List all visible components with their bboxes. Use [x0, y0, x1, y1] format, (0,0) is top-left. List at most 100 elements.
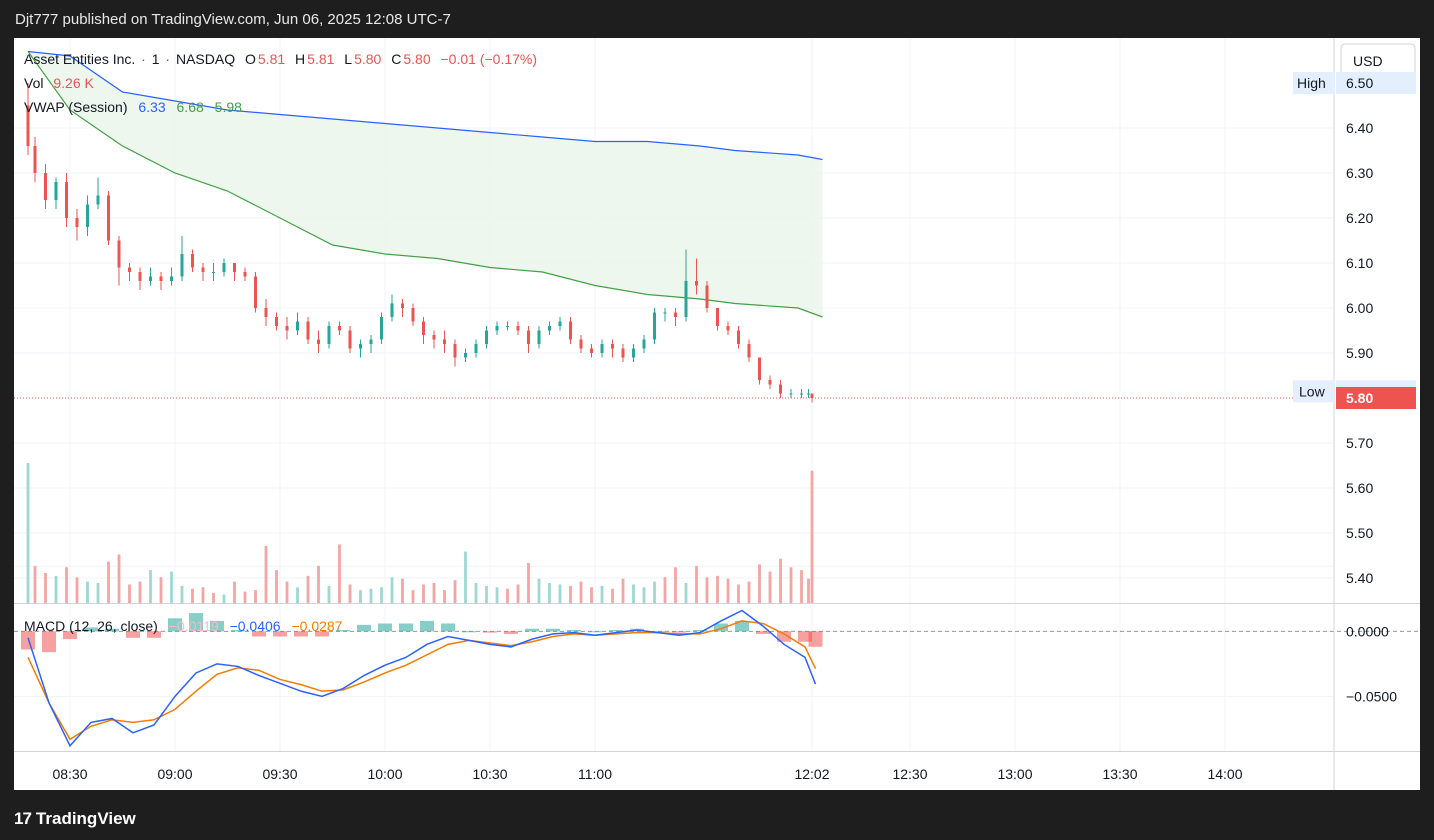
high-value: 5.81 [307, 51, 335, 67]
symbol-exchange: NASDAQ [175, 51, 236, 67]
legend-separator: · [141, 51, 146, 67]
price-tick-label: 6.30 [1346, 165, 1373, 181]
tradingview-logo-icon: 17 [14, 809, 32, 828]
price-tick-label: 5.70 [1346, 435, 1373, 451]
candle-body [264, 308, 268, 317]
candle-body [579, 339, 583, 349]
vwap-legend[interactable]: VWAP (Session) 6.33 6.68 5.98 [24, 99, 244, 115]
price-axis[interactable]: 6.40 6.30 6.20 6.10 6.00 5.90 5.70 5.60 5.50 5.40… [1293, 43, 1416, 704]
time-axis[interactable]: 08:30 09:00 09:30 10:00 10:30 11:00 12:02 12:30… [52, 766, 1242, 782]
symbol-legend[interactable]: Asset Entities Inc. · 1 · NASDAQ O 5.81 H… [24, 51, 539, 67]
macd-hist-value: −0.0119 [168, 618, 219, 634]
macd-legend[interactable]: MACD (12, 26, close) −0.0119 −0.0406 −0.… [24, 618, 344, 634]
footer-bar: 17 TradingView [0, 796, 1434, 840]
volume-bar [44, 573, 47, 603]
candle-body [243, 272, 247, 277]
candle-body [380, 317, 383, 340]
time-tick-label: 13:30 [1102, 766, 1137, 782]
vwap-lower-band-line [27, 51, 823, 318]
volume-bar [747, 581, 751, 603]
low-label: L [344, 51, 353, 67]
time-tick-label: 09:00 [157, 766, 192, 782]
high-label: H [295, 51, 306, 67]
time-tick-label: 10:30 [472, 766, 507, 782]
volume-bar [390, 577, 394, 603]
volume-bar [621, 578, 625, 603]
macd-histogram-bar [105, 628, 119, 632]
candle-body [222, 263, 226, 272]
chart-frame[interactable]: 6.40 6.30 6.20 6.10 6.00 5.90 5.70 5.60 5.50 5.40… [14, 38, 1420, 790]
tradingview-logo[interactable]: 17 TradingView [14, 809, 136, 829]
price-tick-label: 5.60 [1346, 480, 1373, 496]
candle-body [327, 326, 331, 344]
volume-bar [254, 590, 257, 603]
candle-body [716, 308, 719, 326]
candle-body [149, 276, 152, 281]
volume-bar [432, 583, 436, 603]
volume-bar [54, 575, 58, 603]
volume-bar [653, 581, 656, 603]
candle-body [96, 195, 100, 205]
volume-bar [380, 587, 383, 603]
candle-body [464, 353, 467, 358]
macd-histogram-bar [378, 623, 392, 632]
macd-histogram-bar [168, 618, 182, 632]
candle-body [516, 326, 520, 331]
volume-bar [117, 554, 121, 603]
vwap-band-area [27, 50, 823, 318]
candle-body [201, 267, 205, 272]
candle-body [296, 321, 299, 331]
volume-bar [138, 581, 142, 603]
candle-body [537, 330, 541, 344]
candle-body [674, 312, 677, 317]
candle-body [159, 276, 163, 281]
volume-bar [779, 558, 782, 603]
volume-bar [506, 588, 509, 603]
macd-histogram-bar [735, 620, 749, 632]
price-tick-label: 6.10 [1346, 255, 1373, 271]
high-marker-label: High [1297, 75, 1326, 91]
symbol-name[interactable]: Asset Entities Inc. [24, 51, 136, 67]
candle-body [527, 330, 530, 344]
candle-body [800, 393, 803, 395]
candle-body [611, 344, 614, 349]
volume-bar [590, 587, 593, 603]
candle-body [548, 326, 551, 331]
volume-bar [306, 575, 310, 603]
macd-pane[interactable] [14, 609, 1420, 748]
volume-bar [737, 584, 740, 603]
volume-bar [611, 588, 614, 603]
volume-legend[interactable]: Vol 9.26 K [24, 75, 96, 91]
published-header: Djt777 published on TradingView.com, Jun… [0, 0, 1434, 38]
chart-canvas[interactable]: 6.40 6.30 6.20 6.10 6.00 5.90 5.70 5.60 5.50 5.40… [14, 38, 1420, 790]
macd-histogram-bar [504, 631, 518, 634]
volume-bar [558, 584, 562, 603]
volume-bar [807, 578, 810, 603]
macd-histogram-bar [546, 628, 560, 632]
macd-histogram-bar [21, 631, 35, 650]
volume-bar [768, 571, 772, 603]
time-tick-label: 10:00 [367, 766, 402, 782]
candle-body [653, 312, 656, 340]
macd-histogram-bar [714, 623, 728, 632]
candle-body [758, 357, 761, 380]
published-text: Djt777 published on TradingView.com, Jun… [15, 11, 451, 28]
candle-body [590, 348, 593, 353]
candle-body [107, 195, 110, 241]
candle-body [285, 326, 289, 331]
macd-histogram-bar [63, 631, 77, 640]
candles[interactable] [14, 83, 1334, 403]
candle-body [275, 317, 278, 326]
candle-body [768, 380, 772, 385]
candle-body [369, 339, 373, 344]
macd-tick-label: −0.0500 [1346, 688, 1397, 704]
volume-label: Vol [24, 75, 44, 91]
volume-bar [453, 580, 457, 603]
change-value: −0.01 (−0.17%) [440, 51, 538, 67]
volume-bar [422, 584, 425, 603]
macd-histogram-bar [126, 631, 140, 638]
candle-body [558, 321, 562, 326]
candle-body [411, 308, 415, 322]
candle-body [117, 240, 121, 268]
candle-body [485, 330, 488, 344]
